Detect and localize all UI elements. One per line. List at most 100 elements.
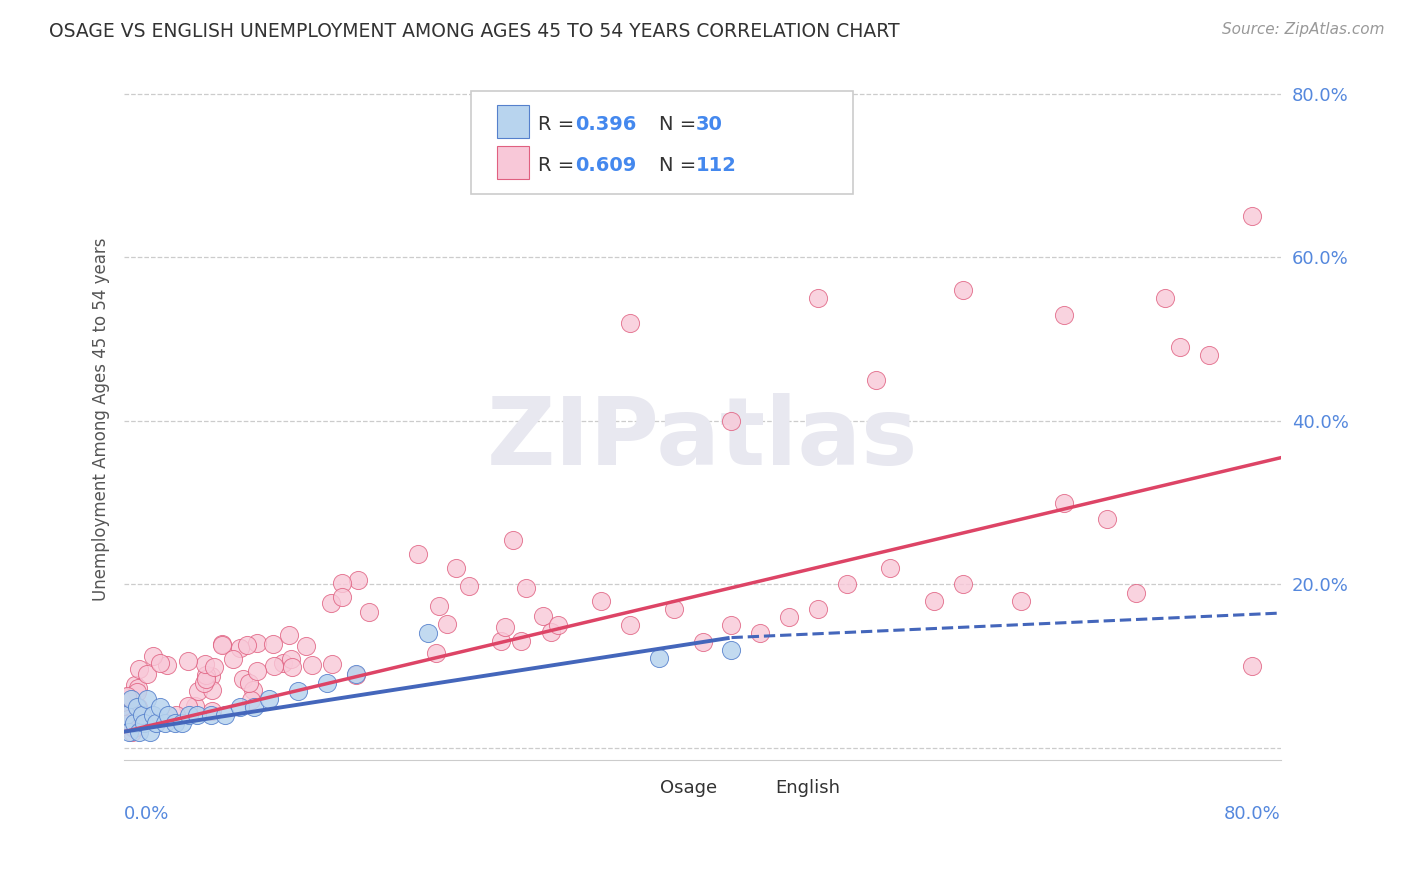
Text: R =: R = [538,156,581,175]
Point [134,716,156,731]
Point [238,676,260,690]
Bar [496,146,529,179]
Point [211,638,233,652]
FancyBboxPatch shape [471,91,853,194]
Point [427,599,450,614]
Point [494,620,516,634]
Point [142,648,165,663]
Point [122,721,145,735]
Point [136,666,159,681]
Text: 30: 30 [696,115,723,134]
Point [240,693,263,707]
Point [121,725,143,739]
Point [246,664,269,678]
Point [692,634,714,648]
Point [295,639,318,653]
Point [263,659,285,673]
Point [648,651,671,665]
Point [124,716,146,731]
Point [114,708,136,723]
Point [156,708,179,723]
Point [127,700,149,714]
Point [1168,340,1191,354]
Point [301,657,323,672]
Text: 0.609: 0.609 [575,156,637,175]
Point [540,625,562,640]
Point [330,590,353,604]
Point [148,656,170,670]
Point [531,609,554,624]
Text: Osage: Osage [659,780,717,797]
Point [120,692,142,706]
Point [1010,594,1032,608]
Point [1240,659,1263,673]
Point [952,577,974,591]
Point [278,627,301,641]
Point [1154,291,1177,305]
Point [502,533,524,547]
Point [662,602,685,616]
Point [194,667,217,681]
Point [749,626,772,640]
Point [222,651,245,665]
Point [121,703,143,717]
Point [330,576,353,591]
Point [114,690,136,704]
Text: English: English [775,780,841,797]
Point [346,573,368,587]
Point [509,634,531,648]
Point [195,672,218,686]
Point [201,682,224,697]
Point [200,708,222,723]
Point [835,577,858,591]
Point [120,720,142,734]
Point [287,683,309,698]
Point [1097,512,1119,526]
Point [170,716,193,731]
Point [547,618,569,632]
Text: N =: N = [658,115,702,134]
Point [156,657,179,672]
Point [344,668,367,682]
Point [120,706,142,720]
Point [807,291,830,305]
Point [232,673,254,687]
Point [211,637,233,651]
Point [165,707,187,722]
Point [865,373,887,387]
Point [117,689,139,703]
Point [444,561,467,575]
Point [229,700,252,714]
Point [491,633,513,648]
Text: OSAGE VS ENGLISH UNEMPLOYMENT AMONG AGES 45 TO 54 YEARS CORRELATION CHART: OSAGE VS ENGLISH UNEMPLOYMENT AMONG AGES… [49,22,900,41]
Point [202,660,225,674]
Point [515,582,537,596]
Point [201,704,224,718]
Point [177,654,200,668]
Point [177,699,200,714]
Point [271,656,294,670]
Bar [742,782,763,801]
Point [236,638,259,652]
Point [117,712,139,726]
Point [117,694,139,708]
Point [1125,585,1147,599]
Text: 0.0%: 0.0% [124,805,170,823]
Point [952,283,974,297]
Point [128,662,150,676]
Point [458,579,481,593]
Point [315,675,337,690]
Point [184,698,207,713]
Point [1053,308,1076,322]
Point [136,692,159,706]
Point [406,547,429,561]
Point [1053,496,1076,510]
Point [359,605,381,619]
Point [131,708,153,723]
Text: ZIPatlas: ZIPatlas [486,393,918,485]
Text: Source: ZipAtlas.com: Source: ZipAtlas.com [1222,22,1385,37]
Point [214,708,236,723]
Point [153,716,176,731]
Point [200,669,222,683]
Y-axis label: Unemployment Among Ages 45 to 54 years: Unemployment Among Ages 45 to 54 years [93,237,110,600]
